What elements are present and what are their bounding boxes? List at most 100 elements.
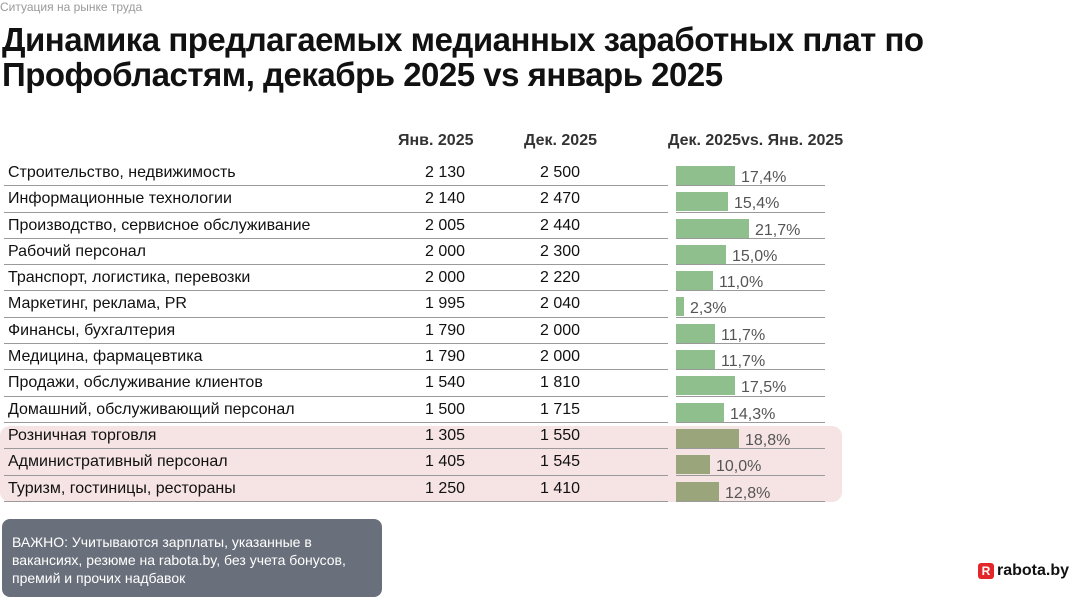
bar-divider: [676, 369, 825, 371]
table-row: Домашний, обслуживающий персонал 1 500 1 7…: [0, 397, 830, 423]
bar-divider: [676, 237, 825, 239]
change-label: 10,0%: [716, 458, 762, 476]
row-divider: [4, 369, 668, 371]
row-jan-value: 1 790: [424, 321, 466, 339]
row-divider: [4, 448, 668, 450]
row-dec-value: 2 000: [539, 321, 581, 339]
table-row: Розничная торговля 1 305 1 550 18,8%: [0, 423, 830, 450]
bar-divider: [676, 264, 825, 266]
kicker: Ситуация на рынке труда: [0, 0, 143, 14]
column-header-change: Дек. 2025vs. Янв. 2025: [668, 132, 844, 149]
table-row: Маркетинг, реклама, PR 1 995 2 040 2,3%: [0, 291, 830, 318]
bar-divider: [676, 395, 825, 397]
change-label: 11,0%: [719, 274, 764, 292]
row-category-label: Административный персонал: [8, 453, 228, 471]
row-jan-value: 2 140: [424, 190, 466, 208]
brand-logo[interactable]: R rabota.by: [978, 562, 1069, 580]
chart-title: Динамика предлагаемых медианных заработн…: [2, 22, 1062, 92]
change-bar: [676, 244, 726, 264]
table-row: Административный персонал 1 405 1 545 10,0%: [0, 449, 830, 476]
change-bar: [676, 271, 713, 291]
title-line-1: Динамика предлагаемых медианных заработн…: [2, 21, 924, 58]
table-row: Финансы, бухгалтерия 1 790 2 000 11,7%: [0, 318, 830, 345]
row-jan-value: 2 000: [424, 242, 466, 260]
table-row: Строительство, недвижимость 2 130 2 500 17,…: [0, 160, 830, 187]
row-category-label: Домашний, обслуживающий персонал: [8, 400, 295, 418]
table-row: Информационные технологии 2 140 2 470 15,4%: [0, 186, 830, 213]
row-jan-value: 1 405: [424, 453, 466, 471]
table-row: Производство, сервисное обслуживание 2 00…: [0, 213, 830, 239]
bar-divider: [676, 290, 825, 292]
bar-divider: [676, 185, 825, 187]
bar-divider: [676, 421, 825, 423]
change-bar: [676, 455, 710, 475]
change-bar: [676, 323, 715, 343]
row-jan-value: 2 005: [424, 216, 466, 234]
row-dec-value: 2 300: [539, 242, 581, 260]
row-jan-value: 1 250: [424, 479, 466, 497]
salary-table: Строительство, недвижимость 2 130 2 500 17,…: [0, 160, 830, 502]
change-label: 11,7%: [721, 326, 766, 344]
bar-divider: [676, 343, 825, 345]
row-category-label: Информационные технологии: [8, 190, 232, 208]
column-header-dec: Дек. 2025: [524, 132, 597, 149]
row-category-label: Строительство, недвижимость: [8, 164, 236, 181]
bar-divider: [676, 211, 825, 213]
change-label: 18,8%: [745, 431, 791, 449]
change-label: 11,7%: [721, 353, 766, 371]
table-row: Медицина, фармацевтика 1 790 2 000 11,7%: [0, 344, 830, 371]
row-divider: [4, 290, 668, 292]
change-label: 17,5%: [741, 379, 787, 397]
change-label: 15,0%: [732, 247, 778, 265]
row-category-label: Финансы, бухгалтерия: [8, 321, 176, 339]
change-label: 2,3%: [690, 300, 727, 318]
important-note: ВАЖНО: Учитываются зарплаты, указанные в…: [2, 519, 382, 597]
row-jan-value: 1 500: [424, 400, 466, 418]
row-category-label: Производство, сервисное обслуживание: [8, 216, 311, 234]
change-bar: [676, 402, 724, 422]
row-jan-value: 2 130: [424, 164, 466, 181]
row-divider: [4, 421, 668, 423]
table-row: Продажи, обслуживание клиентов 1 540 1 810…: [0, 370, 830, 397]
change-bar: [676, 218, 749, 238]
row-category-label: Транспорт, логистика, перевозки: [8, 269, 251, 287]
brand-logo-icon: R: [978, 563, 994, 579]
row-dec-value: 2 470: [539, 190, 581, 208]
row-category-label: Продажи, обслуживание клиентов: [8, 374, 263, 392]
brand-name: rabota.by: [997, 562, 1070, 579]
row-divider: [4, 316, 668, 318]
row-divider: [4, 264, 668, 266]
row-dec-value: 2 440: [539, 216, 581, 234]
row-divider: [4, 211, 668, 213]
row-jan-value: 1 540: [424, 374, 466, 392]
change-label: 17,4%: [741, 169, 787, 186]
row-dec-value: 2 040: [539, 295, 581, 313]
table-row: Туризм, гостиницы, рестораны 1 250 1 410 12…: [0, 476, 830, 502]
row-jan-value: 1 995: [424, 295, 466, 313]
row-jan-value: 1 305: [424, 426, 466, 444]
row-dec-value: 2 220: [539, 269, 581, 287]
row-divider: [4, 500, 668, 502]
row-dec-value: 1 410: [539, 479, 581, 497]
row-dec-value: 1 550: [539, 426, 581, 444]
change-bar: [676, 376, 735, 396]
change-bar: [676, 297, 684, 317]
row-dec-value: 1 715: [539, 400, 581, 418]
row-category-label: Туризм, гостиницы, рестораны: [8, 479, 236, 497]
row-category-label: Медицина, фармацевтика: [8, 348, 203, 366]
row-divider: [4, 395, 668, 397]
bar-divider: [676, 500, 825, 502]
bar-divider: [676, 474, 825, 476]
table-row: Рабочий персонал 2 000 2 300 15,0%: [0, 239, 830, 266]
row-category-label: Рабочий персонал: [8, 242, 147, 260]
row-jan-value: 2 000: [424, 269, 466, 287]
row-dec-value: 1 810: [539, 374, 581, 392]
row-jan-value: 1 790: [424, 348, 466, 366]
change-bar: [676, 192, 728, 212]
row-dec-value: 2 000: [539, 348, 581, 366]
row-divider: [4, 185, 668, 187]
row-divider: [4, 237, 668, 239]
change-label: 15,4%: [734, 195, 780, 213]
row-divider: [4, 474, 668, 476]
row-category-label: Розничная торговля: [8, 426, 157, 444]
